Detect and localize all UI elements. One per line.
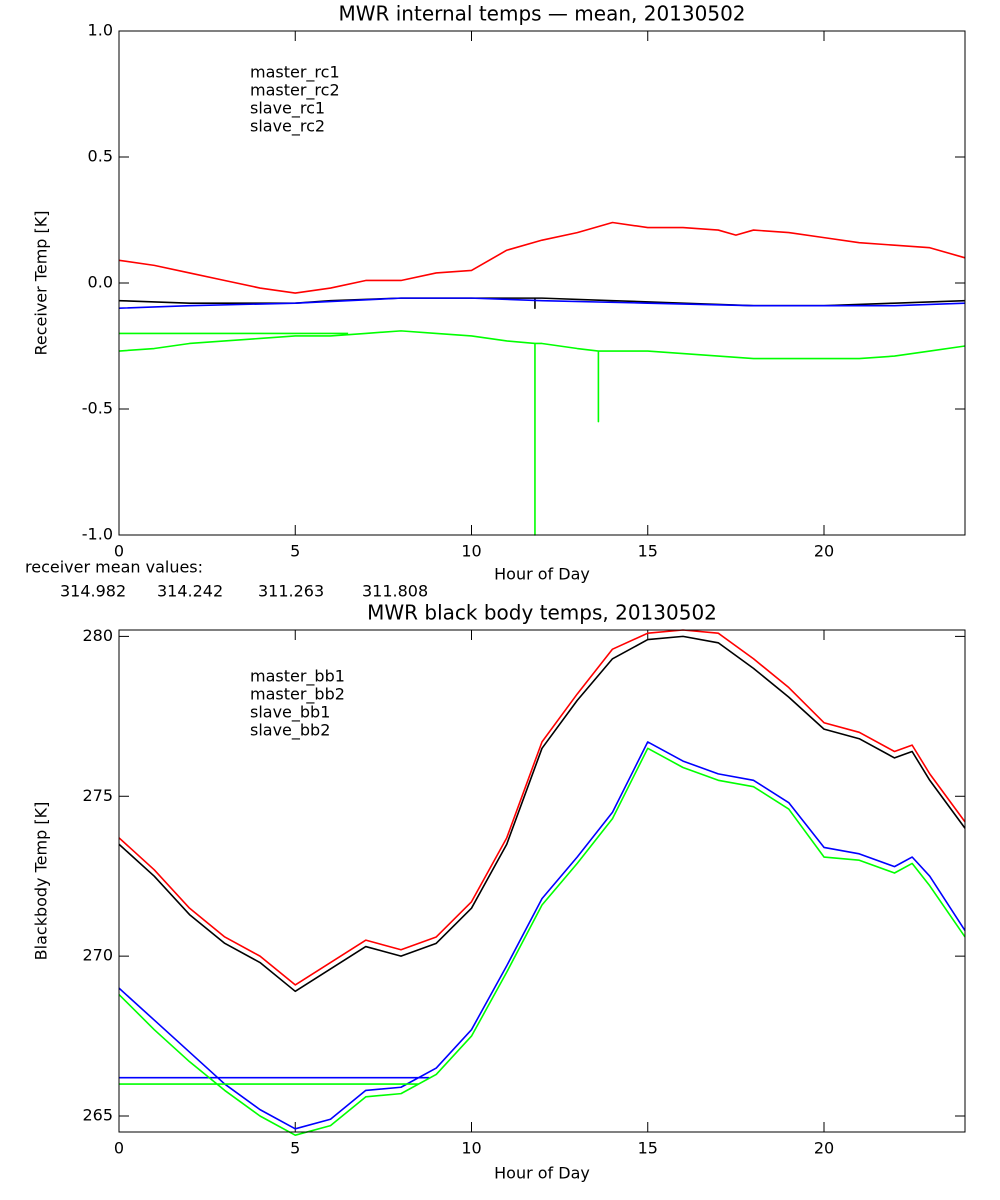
x-tick-label: 15 xyxy=(638,1139,658,1158)
series-line xyxy=(118,747,966,1136)
x-tick-label: 0 xyxy=(114,542,124,561)
mean-value: 311.263 xyxy=(258,582,324,601)
y-tick-label: 0.0 xyxy=(88,273,113,292)
mean-value: 311.808 xyxy=(362,582,428,601)
x-tick-label: 10 xyxy=(461,1139,481,1158)
y-tick-label: 275 xyxy=(82,786,113,805)
x-tick-label: 20 xyxy=(814,542,834,561)
y-tick-label: -0.5 xyxy=(82,399,113,418)
x-tick-label: 10 xyxy=(461,542,481,561)
series-line xyxy=(118,629,966,986)
series-line xyxy=(118,297,966,309)
chart-title: MWR black body temps, 20130502 xyxy=(367,601,717,625)
y-tick-label: -1.0 xyxy=(82,525,113,544)
x-axis-label: Hour of Day xyxy=(494,565,590,584)
plot-frame xyxy=(118,629,966,1133)
y-tick-label: 265 xyxy=(82,1106,113,1125)
legend-entry: master_rc1 xyxy=(250,63,340,83)
x-axis-label: Hour of Day xyxy=(494,1164,590,1183)
series-line xyxy=(118,741,966,1130)
y-axis-label: Receiver Temp [K] xyxy=(32,210,51,355)
x-tick-label: 5 xyxy=(290,1139,300,1158)
x-tick-label: 0 xyxy=(114,1139,124,1158)
y-tick-label: 280 xyxy=(82,626,113,645)
annotation: receiver mean values: xyxy=(25,558,203,577)
series-line xyxy=(118,635,966,993)
series-line xyxy=(118,330,966,536)
series-line xyxy=(118,297,966,309)
y-tick-label: 0.5 xyxy=(88,147,113,166)
legend-entry: master_bb1 xyxy=(250,667,345,687)
legend-entry: master_rc2 xyxy=(250,81,340,101)
x-tick-label: 20 xyxy=(814,1139,834,1158)
legend-entry: slave_bb1 xyxy=(250,703,330,723)
x-tick-label: 15 xyxy=(638,542,658,561)
chart-title: MWR internal temps — mean, 20130502 xyxy=(338,2,745,26)
x-tick-label: 5 xyxy=(290,542,300,561)
legend-entry: master_bb2 xyxy=(250,685,345,705)
mean-value: 314.982 xyxy=(60,582,126,601)
plot-frame xyxy=(118,30,966,536)
legend-entry: slave_rc2 xyxy=(250,117,325,137)
legend-entry: slave_bb2 xyxy=(250,721,330,741)
series-line xyxy=(118,221,966,294)
mean-value: 314.242 xyxy=(157,582,223,601)
legend-entry: slave_rc1 xyxy=(250,99,325,119)
y-tick-label: 1.0 xyxy=(88,21,113,40)
y-axis-label: Blackbody Temp [K] xyxy=(32,802,51,961)
y-tick-label: 270 xyxy=(82,946,113,965)
